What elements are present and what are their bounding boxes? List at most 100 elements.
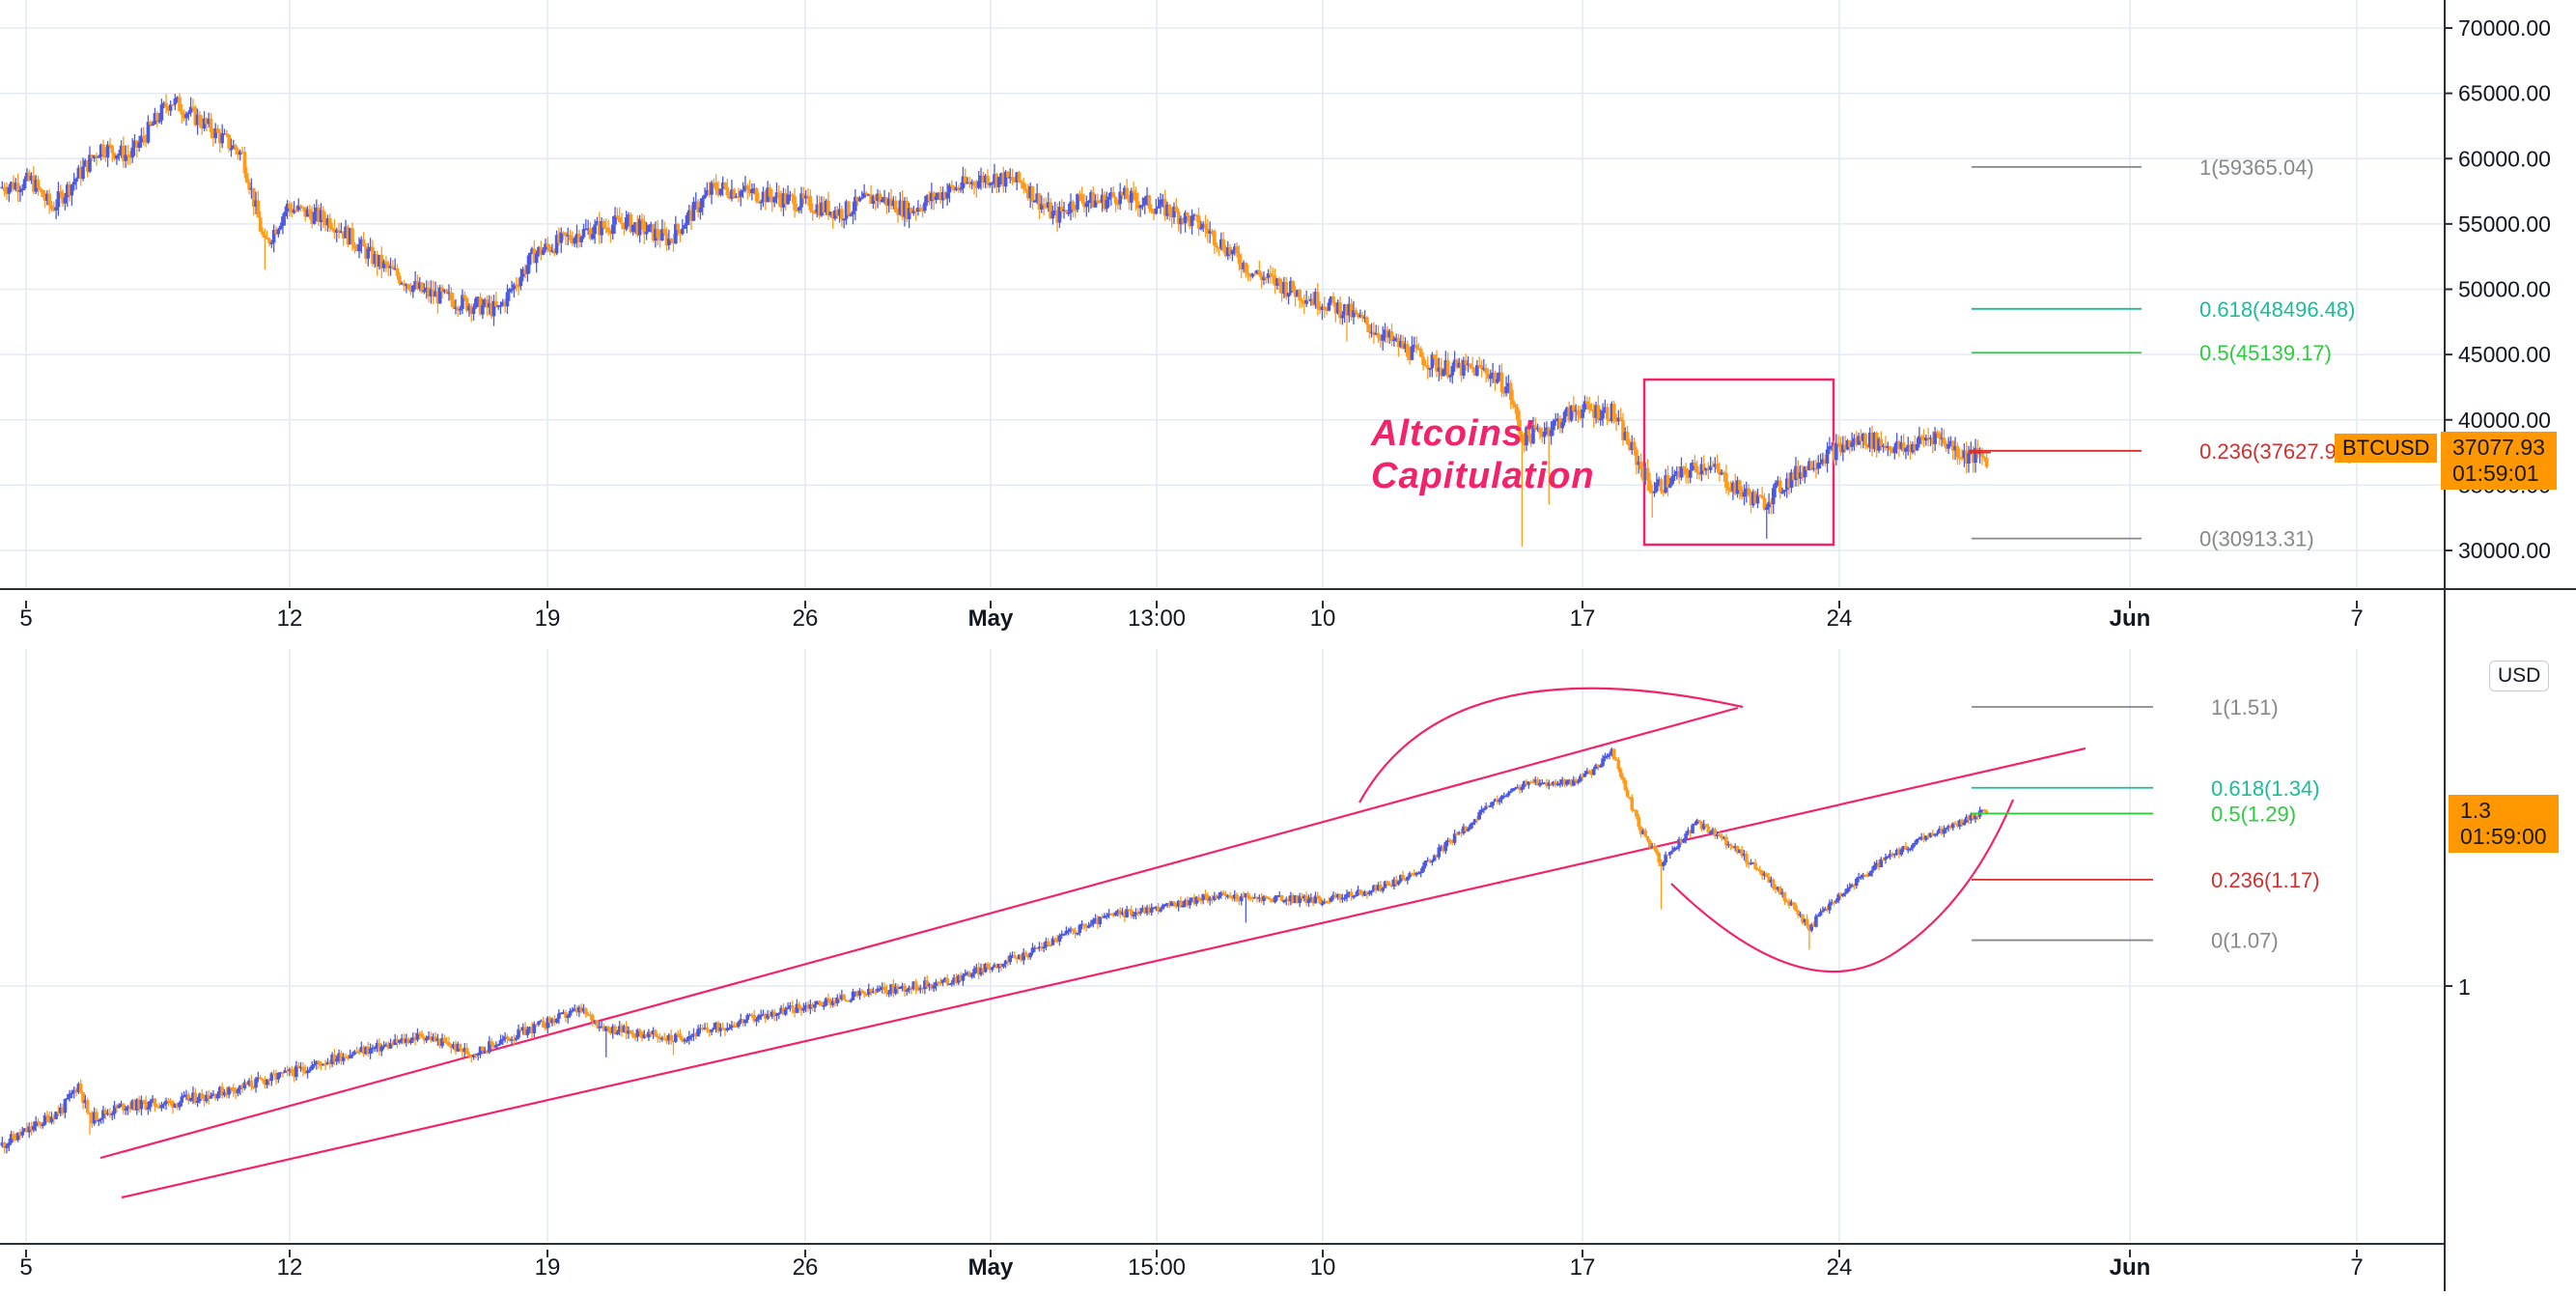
bullish-candle (184, 113, 188, 119)
bullish-candle (0, 186, 5, 189)
bearish-candle (244, 1082, 249, 1085)
bearish-candle (1026, 190, 1030, 199)
bullish-candle (1946, 443, 1950, 449)
bullish-candle (474, 298, 478, 308)
bullish-candle (1423, 860, 1428, 866)
bearish-candle (481, 1046, 485, 1051)
bullish-candle (308, 1069, 312, 1072)
bearish-candle (1167, 903, 1172, 907)
bearish-candle (1832, 445, 1836, 461)
bullish-candle (1208, 897, 1212, 901)
bullish-candle (7, 186, 12, 194)
bearish-candle (1196, 215, 1201, 229)
bullish-candle (1574, 409, 1578, 412)
bullish-candle (1432, 855, 1437, 861)
currency-button[interactable]: USD (2489, 661, 2550, 691)
bullish-candle (647, 1031, 651, 1038)
bullish-candle (422, 290, 427, 293)
bearish-candle (1528, 781, 1533, 784)
bullish-candle (229, 148, 234, 151)
bearish-candle (1881, 859, 1886, 861)
fib-level-label: 1(1.51) (2211, 695, 2279, 719)
bullish-candle (9, 1134, 14, 1143)
bullish-candle (1933, 833, 1937, 836)
bullish-candle (1499, 796, 1504, 800)
bearish-candle (344, 1057, 348, 1058)
bullish-candle (779, 1007, 783, 1013)
bullish-candle (1506, 792, 1511, 796)
bullish-candle (227, 1086, 231, 1095)
bearish-candle (776, 192, 781, 199)
bearish-candle (943, 191, 947, 199)
btcusd-fibonacci-retracement[interactable]: 1(59365.04)0.618(48496.48)0.5(45139.17)0… (1970, 155, 2355, 551)
bullish-candle (1713, 464, 1718, 466)
bullish-candle (730, 1025, 734, 1028)
bullish-candle (554, 1018, 559, 1023)
bearish-candle (207, 1094, 211, 1099)
bullish-candle (76, 167, 81, 179)
bearish-candle (178, 97, 182, 112)
bullish-candle (940, 191, 945, 201)
bullish-candle (1154, 906, 1159, 909)
bullish-candle (1392, 879, 1396, 887)
bearish-candle (1196, 896, 1201, 900)
drawing-tools[interactable] (99, 378, 2086, 1199)
bullish-candle (1980, 809, 1984, 812)
bullish-candle (1688, 469, 1693, 478)
rounded-bottom-arc (1670, 799, 2015, 973)
bullish-candle (112, 1105, 117, 1114)
bullish-candle (462, 1047, 467, 1053)
bearish-candle (514, 284, 518, 287)
bullish-candle (947, 983, 952, 986)
bullish-candle (1572, 779, 1576, 786)
bearish-candle (793, 196, 797, 211)
top-date-label: 13:00 (1128, 606, 1186, 632)
bullish-candle (1811, 467, 1816, 470)
bullish-candle (956, 975, 961, 983)
bearish-candle (588, 1014, 593, 1017)
bullish-candle (368, 246, 373, 249)
bullish-candle (573, 1008, 576, 1010)
bearish-candle (462, 295, 467, 298)
bullish-candle (527, 1027, 532, 1030)
bearish-candle (1854, 437, 1859, 445)
bearish-candle (225, 133, 229, 135)
bullish-candle (1452, 359, 1457, 367)
bullish-candle (461, 295, 464, 309)
bearish-candle (1318, 896, 1322, 904)
bearish-candle (258, 217, 263, 232)
bullish-candle (1924, 437, 1928, 441)
bullish-candle (431, 1036, 435, 1041)
bearish-candle (398, 275, 402, 284)
bearish-candle (963, 176, 967, 183)
bearish-candle (1331, 296, 1335, 303)
bullish-candle (718, 1028, 723, 1031)
bearish-candle (1679, 838, 1684, 843)
bullish-candle (435, 1038, 440, 1041)
bullish-candle (750, 188, 754, 194)
bearish-candle (1252, 272, 1257, 275)
bearish-candle (864, 192, 869, 195)
bearish-candle (292, 1073, 296, 1078)
bearish-candle (889, 198, 893, 207)
bearish-candle (1545, 782, 1549, 786)
bearish-candle (1526, 427, 1531, 436)
bearish-candle (32, 175, 36, 192)
bullish-candle (1003, 171, 1008, 187)
bullish-candle (1257, 897, 1262, 899)
bullish-candle (1304, 299, 1308, 304)
bullish-candle (891, 200, 896, 207)
bullish-candle (966, 182, 969, 184)
bearish-candle (1311, 897, 1315, 904)
bullish-candle (381, 1045, 386, 1048)
bullish-candle (1769, 879, 1774, 884)
bullish-candle (720, 183, 725, 189)
bullish-candle (1430, 354, 1435, 369)
annotation-text[interactable]: Altcoins' Capitulation (1371, 412, 1595, 497)
bottom-date-label: 19 (535, 1254, 561, 1281)
bearish-candle (986, 176, 990, 185)
ratio-fibonacci-retracement[interactable]: 1(1.51)0.618(1.34)0.5(1.29)0.236(1.17)0(… (1972, 695, 2320, 953)
bullish-candle (774, 192, 779, 198)
bullish-candle (481, 305, 485, 315)
